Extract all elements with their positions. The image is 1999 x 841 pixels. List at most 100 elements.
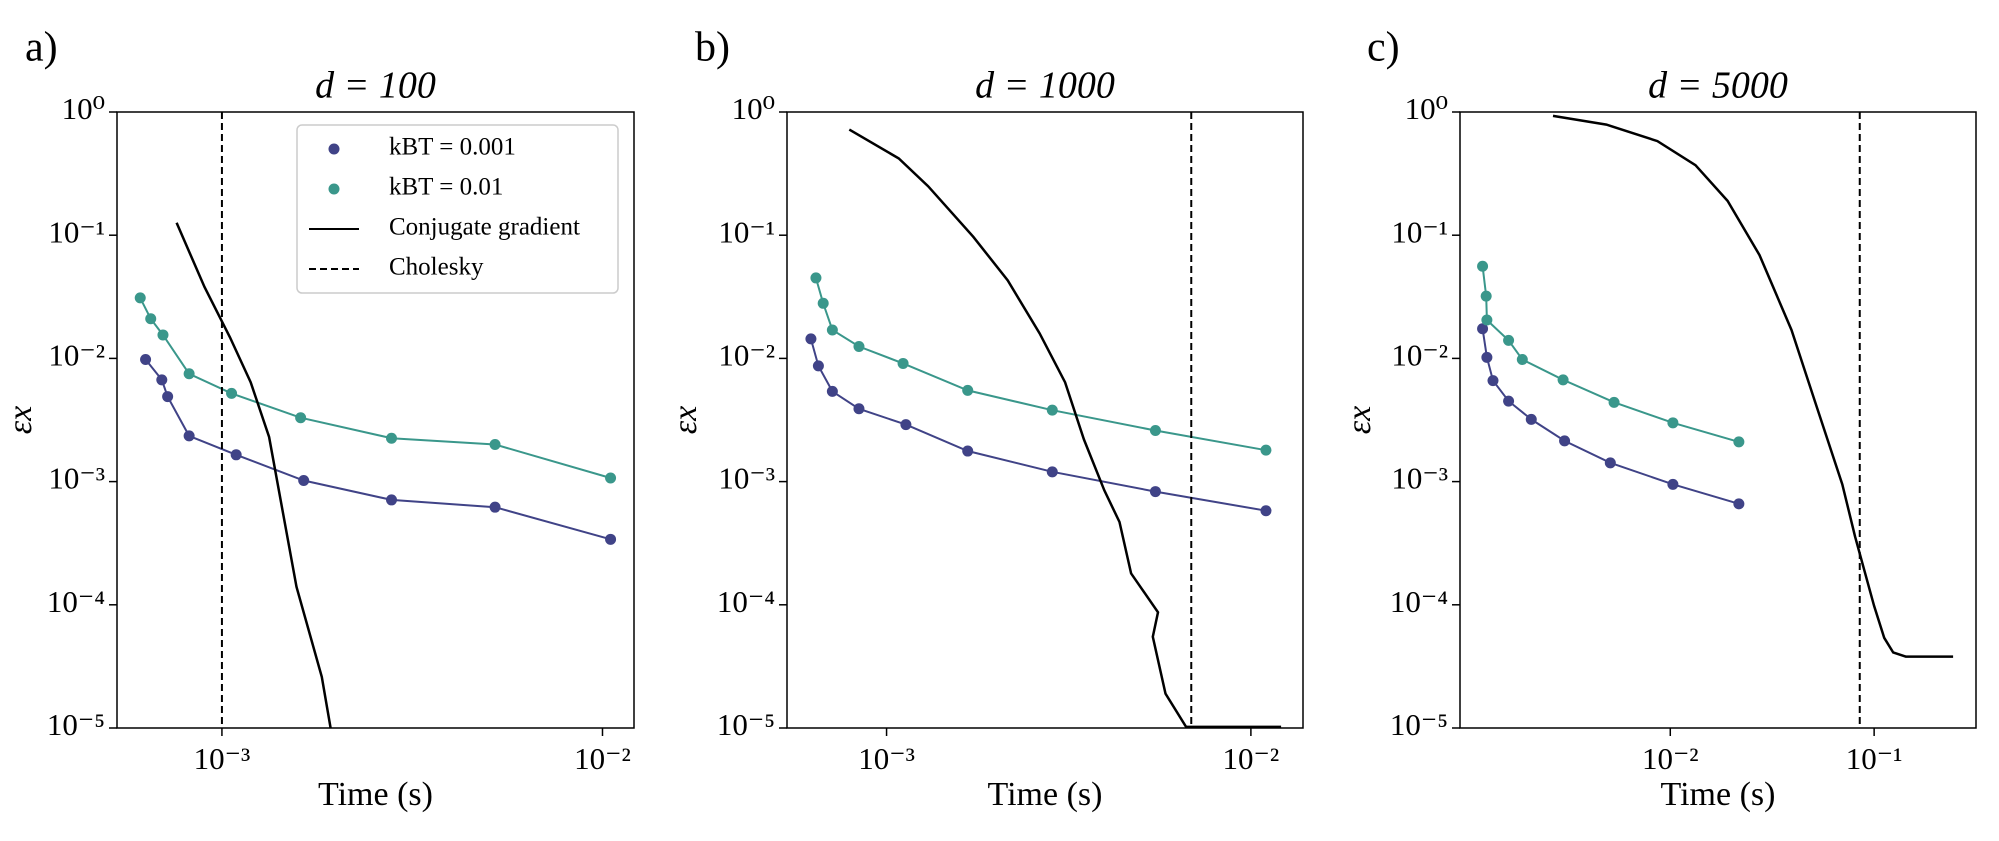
series-line [809,338,1267,512]
series-line [814,277,1267,452]
point [1667,478,1679,490]
point [812,360,824,372]
point [1046,466,1058,478]
point [817,297,829,309]
panel: b) d = 1000 Time (s) εx 10⁰ 10⁻¹ 10⁻² 10⁻³ 10⁻⁴ 1… [667,25,1304,813]
point [226,387,238,399]
x-tick-label: 10⁻³ [194,741,251,776]
point [1487,375,1499,387]
point [1608,396,1620,408]
point [826,324,838,336]
y-axis-label: εx [2,406,39,435]
point [230,449,242,461]
point [1503,334,1515,346]
y-tick-label: 10⁰ [1405,91,1448,126]
y-tick-label: 10⁻³ [1391,461,1448,496]
y-tick-label: 10⁻¹ [1391,214,1448,249]
panel: a) d = 100 Time (s) εx 10⁰ 10⁻¹ 10⁻² 10⁻³ 10⁻⁴ 10… [2,25,635,813]
x-tick-label: 10⁻² [1642,741,1699,776]
point [145,313,157,325]
point [386,432,398,444]
point [489,439,501,451]
y-tick-label: 10⁻³ [718,461,775,496]
axes-frame [1459,111,1977,729]
x-tick-label: 10⁻³ [858,741,915,776]
cg-line [1552,114,1954,658]
panel-label: a) [25,25,58,71]
legend-marker [328,143,340,155]
legend-marker [328,183,340,195]
cg-line [848,128,1282,728]
legend-label: Cholesky [389,254,484,281]
legend-label: kBT = 0.001 [389,134,516,161]
x-tick-label: 10⁻¹ [1846,741,1903,776]
x-tick-label: 10⁻² [1223,741,1280,776]
y-tick-label: 10⁻⁴ [717,584,775,619]
legend-label: kBT = 0.01 [389,174,503,201]
chart-title: d = 5000 [1648,65,1788,107]
y-tick-label: 10⁰ [62,91,105,126]
point [1733,498,1745,510]
point [1480,290,1492,302]
axes-frame [786,111,1304,729]
point [162,391,174,403]
point [1481,351,1493,363]
y-tick-label: 10⁻⁴ [47,584,105,619]
y-tick-label: 10⁻² [1391,338,1448,373]
point [1046,404,1058,416]
axes-frame [116,111,635,729]
series-line [1481,266,1740,443]
point [805,333,817,345]
point [605,533,617,545]
point [1260,505,1272,517]
y-axis-label: εx [667,406,704,435]
y-tick-label: 10⁻⁵ [47,707,105,742]
y-axis-label: εx [1341,406,1378,435]
y-tick-label: 10⁻¹ [48,214,105,249]
point [1516,353,1528,365]
point [140,353,152,365]
point [1525,413,1537,425]
y-tick-label: 10⁰ [732,91,775,126]
point [1604,457,1616,469]
x-axis-label: Time (s) [318,776,433,813]
point [1260,444,1272,456]
point [1477,323,1489,335]
cg-line [175,222,332,728]
point [1149,424,1161,436]
series-line [139,297,611,479]
y-tick-label: 10⁻⁵ [1390,707,1448,742]
y-tick-label: 10⁻² [48,338,105,373]
point [1733,436,1745,448]
panel-label: b) [695,25,730,71]
point [1667,417,1679,429]
legend: kBT = 0.001 kBT = 0.01 Conjugate gradient C… [296,124,619,294]
point [298,475,310,487]
point [962,384,974,396]
point [810,272,822,284]
point [183,368,195,380]
point [183,430,195,442]
point [489,501,501,513]
y-tick-label: 10⁻¹ [718,214,775,249]
point [1481,314,1493,326]
y-tick-label: 10⁻³ [48,461,105,496]
point [1149,486,1161,498]
x-axis-label: Time (s) [988,776,1103,813]
point [1559,435,1571,447]
point [1557,374,1569,386]
point [853,340,865,352]
y-tick-label: 10⁻⁵ [717,707,775,742]
x-tick-label: 10⁻² [574,741,631,776]
plot-area [1481,112,1954,728]
point [897,357,909,369]
y-tick-label: 10⁻⁴ [1390,584,1448,619]
x-axis-label: Time (s) [1661,776,1776,813]
panel: c) d = 5000 Time (s) εx 10⁰ 10⁻¹ 10⁻² 10⁻³ 10⁻⁴ 1… [1341,25,1977,813]
point [826,385,838,397]
point [1477,260,1489,272]
chart-title: d = 100 [315,65,436,107]
chart-title: d = 1000 [975,65,1115,107]
point [156,374,168,386]
